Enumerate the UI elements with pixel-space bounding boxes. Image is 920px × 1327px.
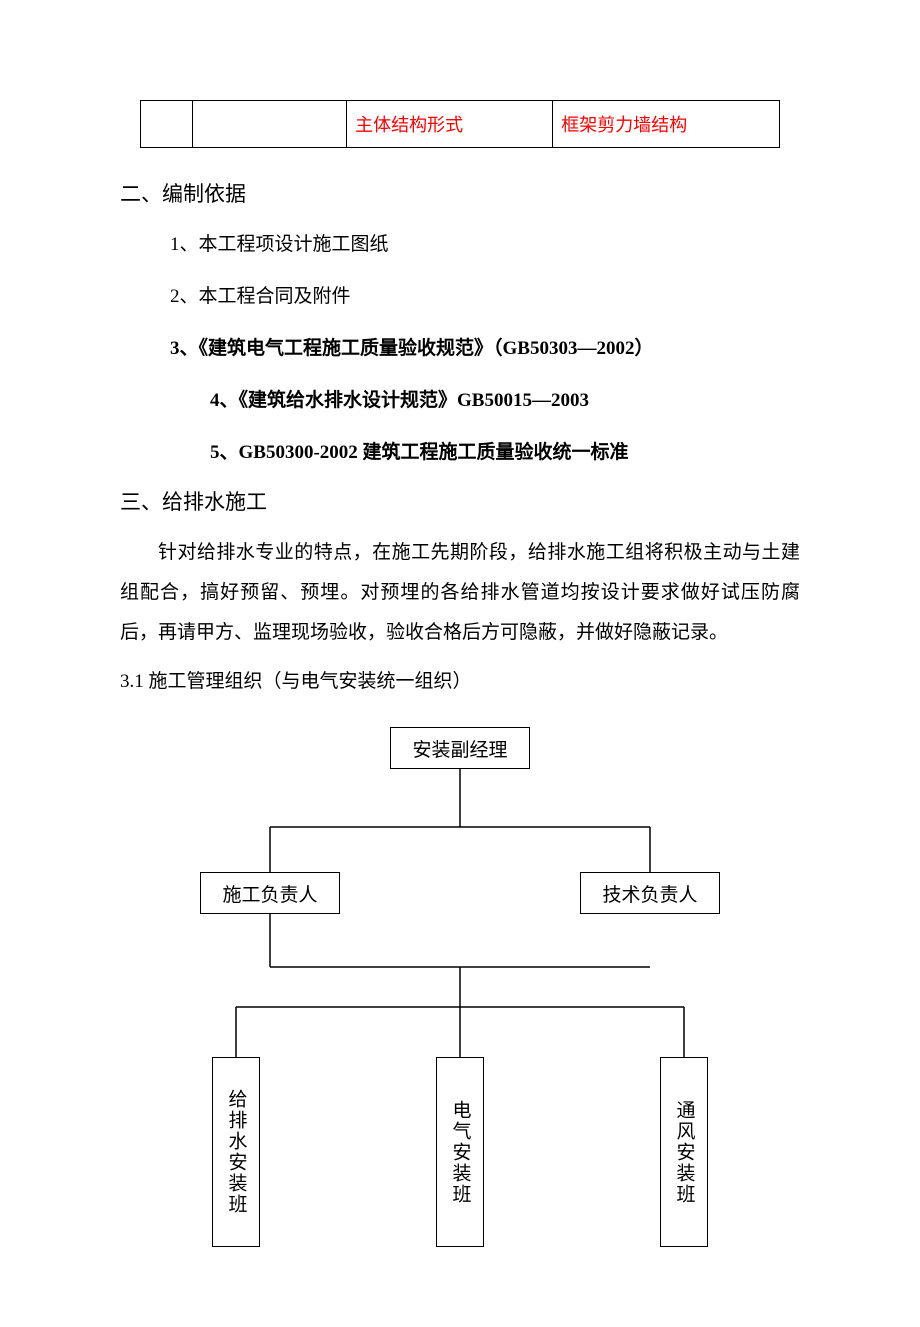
- basis-item-2: 2、本工程合同及附件: [170, 278, 800, 316]
- basis-item-1: 1、本工程项设计施工图纸: [170, 226, 800, 264]
- node-electrical-team: 电气安装班: [436, 1057, 484, 1247]
- node-construction-lead: 施工负责人: [200, 872, 340, 914]
- section-2-title: 二、编制依据: [120, 178, 800, 212]
- node-root: 安装副经理: [390, 727, 530, 769]
- header-cell-4: 框架剪力墙结构: [553, 101, 780, 148]
- section-3-1-title: 3.1 施工管理组织（与电气安装统一组织）: [120, 667, 800, 697]
- header-cell-2: [192, 101, 347, 148]
- org-chart: 安装副经理 施工负责人 技术负责人 给排水安装班 电气安装班 通风安装班: [140, 727, 780, 1287]
- basis-item-4: 4、《建筑给水排水设计规范》GB50015—2003: [210, 382, 800, 420]
- header-table: 主体结构形式 框架剪力墙结构: [140, 100, 780, 148]
- basis-item-5: 5、GB50300-2002 建筑工程施工质量验收统一标准: [210, 434, 800, 472]
- node-plumbing-team: 给排水安装班: [212, 1057, 260, 1247]
- section-3-title: 三、给排水施工: [120, 486, 800, 520]
- header-cell-3: 主体结构形式: [347, 101, 553, 148]
- node-ventilation-team: 通风安装班: [660, 1057, 708, 1247]
- header-cell-1: [141, 101, 193, 148]
- node-technical-lead: 技术负责人: [580, 872, 720, 914]
- section-3-paragraph: 针对给排水专业的特点，在施工先期阶段，给排水施工组将积极主动与土建组配合，搞好预…: [120, 533, 800, 653]
- basis-item-3: 3、《建筑电气工程施工质量验收规范》（GB50303—2002）: [170, 330, 800, 368]
